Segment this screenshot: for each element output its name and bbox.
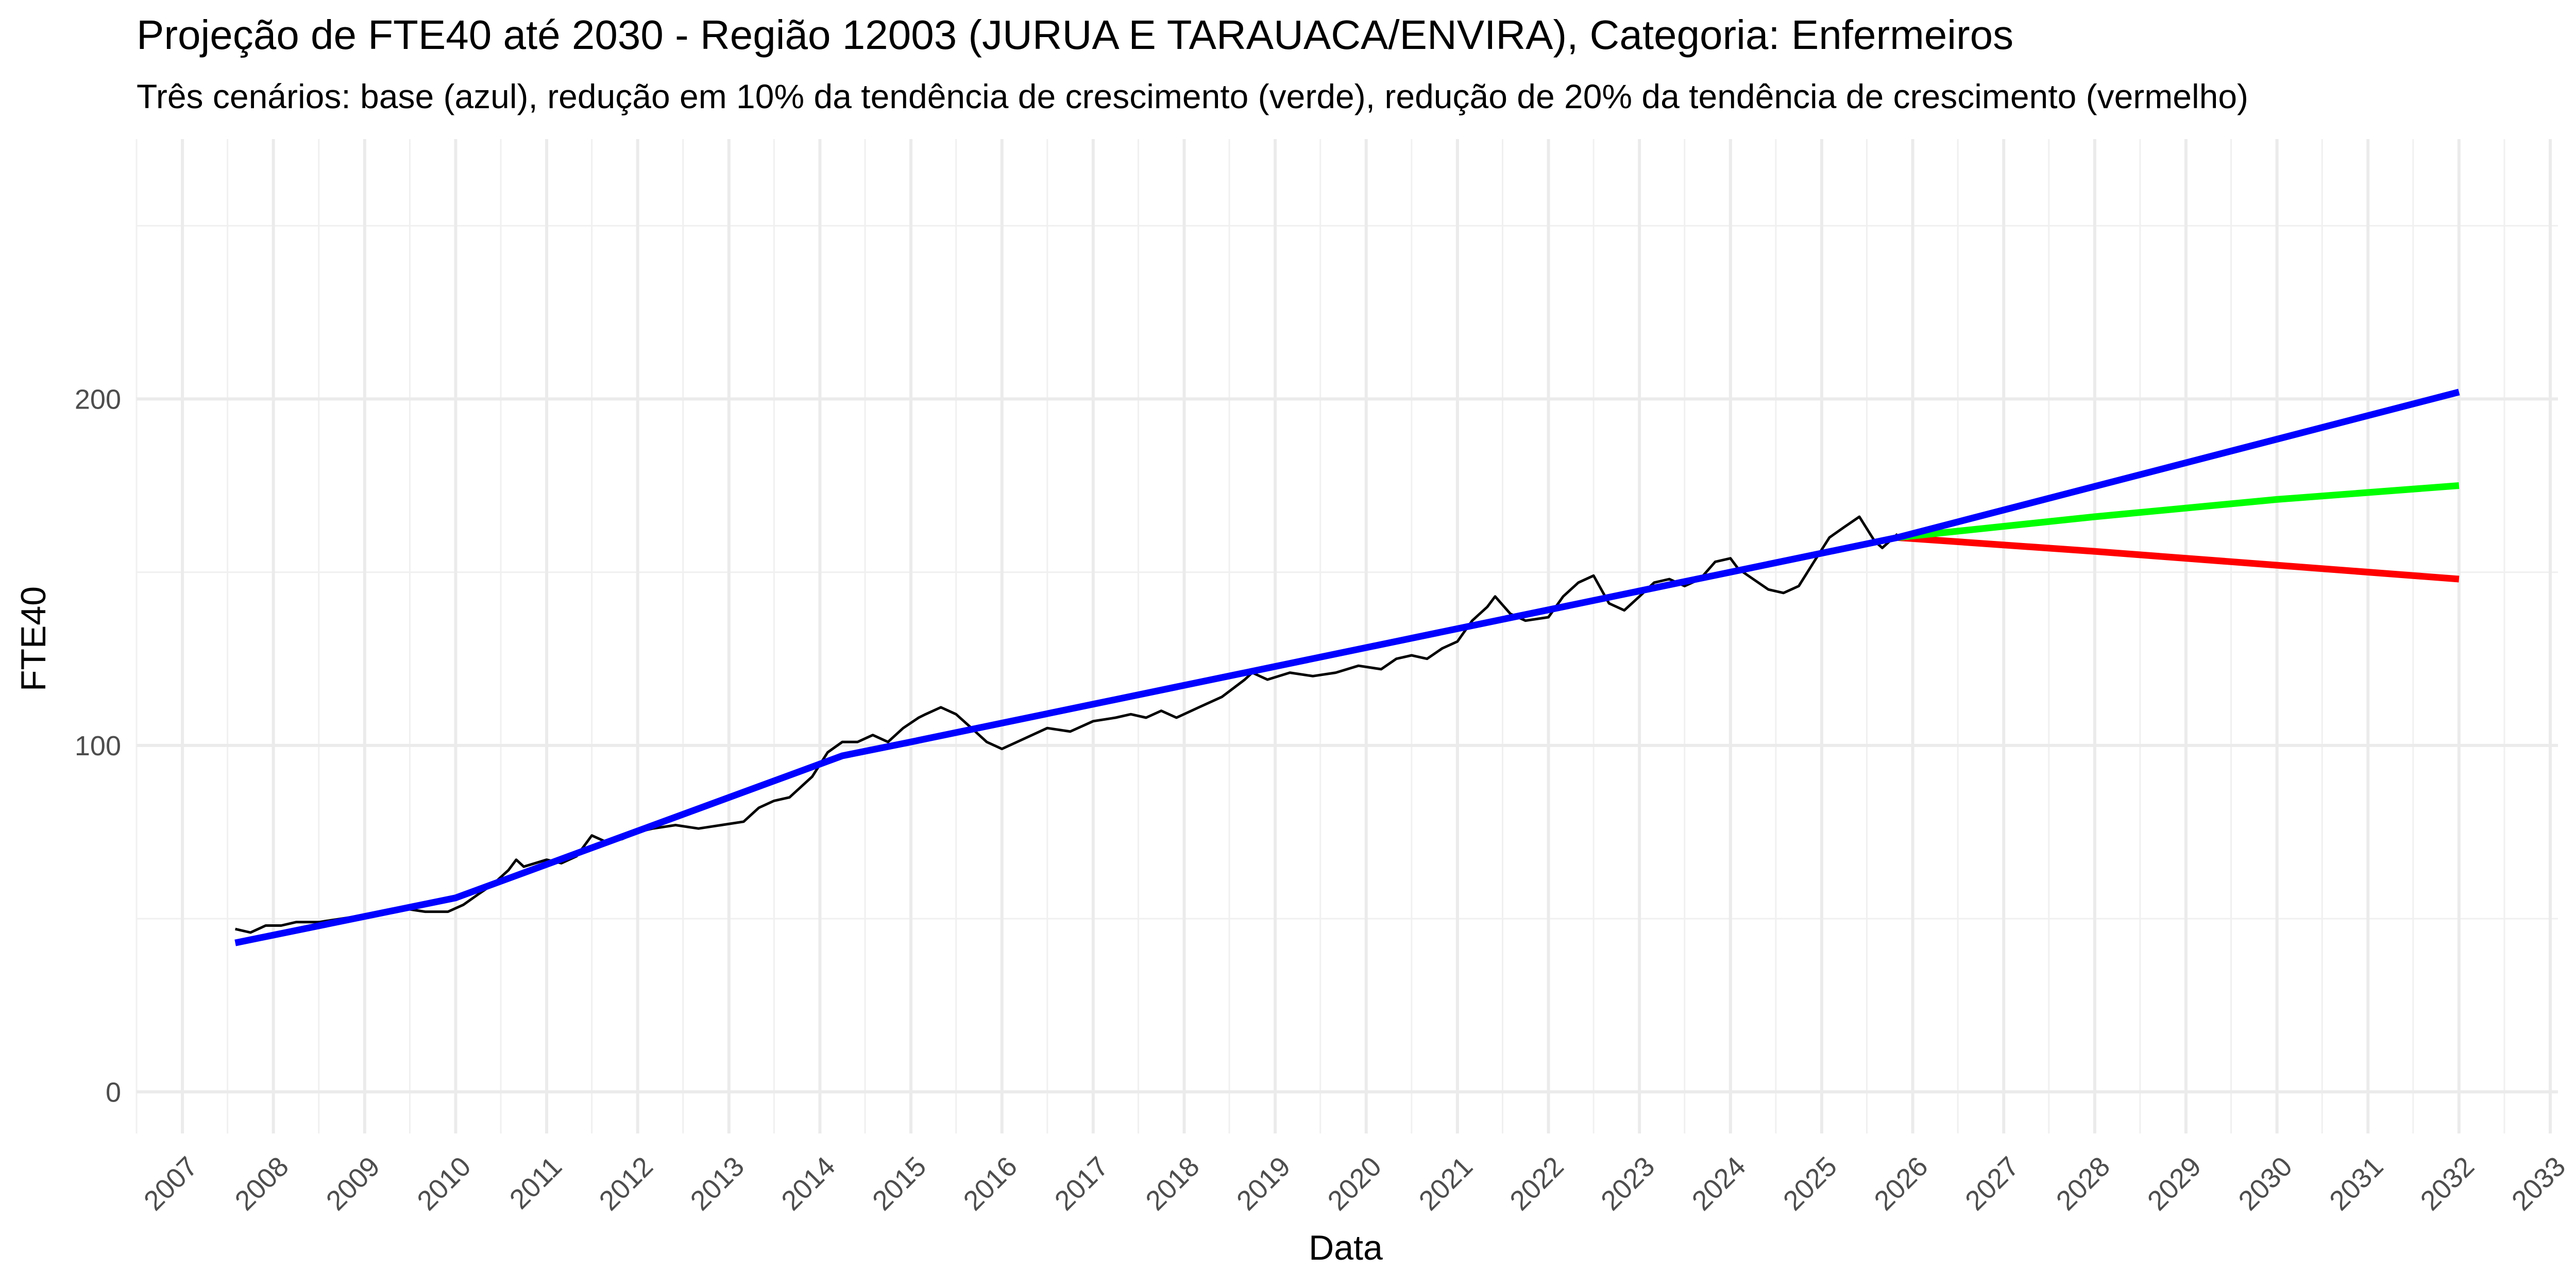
minor-gridlines — [135, 139, 2558, 1133]
x-tick-label: 2023 — [1595, 1151, 1660, 1216]
x-tick-label: 2029 — [2142, 1151, 2207, 1216]
x-tick-label: 2013 — [685, 1151, 750, 1216]
y-tick-label: 0 — [106, 1077, 121, 1108]
x-tick-label: 2017 — [1049, 1151, 1114, 1216]
x-tick-label: 2024 — [1686, 1151, 1752, 1216]
chart-title: Projeção de FTE40 até 2030 - Região 1200… — [137, 12, 2013, 58]
x-axis-ticks: 2007 2008 2009 2010 2011 2012 2013 2014 2015 2016… — [138, 1151, 2571, 1216]
x-tick-label: 2008 — [229, 1151, 295, 1216]
y-tick-label: 200 — [75, 384, 121, 415]
x-tick-label: 2026 — [1868, 1151, 1934, 1216]
y-axis-ticks: 0 100 200 — [75, 384, 121, 1108]
x-tick-label: 2018 — [1140, 1151, 1205, 1216]
x-tick-label: 2027 — [1959, 1151, 2025, 1216]
series-line-2 — [1897, 482, 2460, 541]
series-layer — [234, 388, 2460, 946]
y-axis-title: FTE40 — [14, 586, 53, 691]
series-line-0 — [235, 515, 1899, 934]
x-tick-label: 2015 — [867, 1151, 932, 1216]
x-tick-label: 2007 — [138, 1151, 204, 1216]
x-tick-label: 2020 — [1322, 1151, 1387, 1216]
chart-subtitle: Três cenários: base (azul), redução em 1… — [137, 77, 2248, 115]
x-tick-label: 2011 — [504, 1151, 568, 1215]
x-tick-label: 2032 — [2415, 1151, 2480, 1216]
x-axis-title: Data — [1309, 1228, 1383, 1267]
x-tick-label: 2033 — [2506, 1151, 2571, 1216]
x-tick-label: 2012 — [594, 1151, 659, 1216]
x-tick-label: 2014 — [775, 1151, 841, 1216]
x-tick-label: 2031 — [2324, 1151, 2389, 1216]
x-tick-label: 2010 — [411, 1151, 477, 1216]
x-tick-label: 2016 — [958, 1151, 1023, 1216]
series-line-3 — [1897, 534, 2460, 583]
x-tick-label: 2025 — [1777, 1151, 1843, 1216]
major-gridlines — [137, 139, 2558, 1133]
x-tick-label: 2030 — [2232, 1151, 2298, 1216]
y-tick-label: 100 — [75, 731, 121, 761]
x-tick-label: 2022 — [1504, 1151, 1569, 1216]
x-tick-label: 2028 — [2050, 1151, 2116, 1216]
x-tick-label: 2019 — [1231, 1151, 1296, 1216]
x-tick-label: 2021 — [1413, 1151, 1479, 1216]
series-line-1 — [234, 388, 2460, 946]
x-tick-label: 2009 — [320, 1151, 386, 1216]
